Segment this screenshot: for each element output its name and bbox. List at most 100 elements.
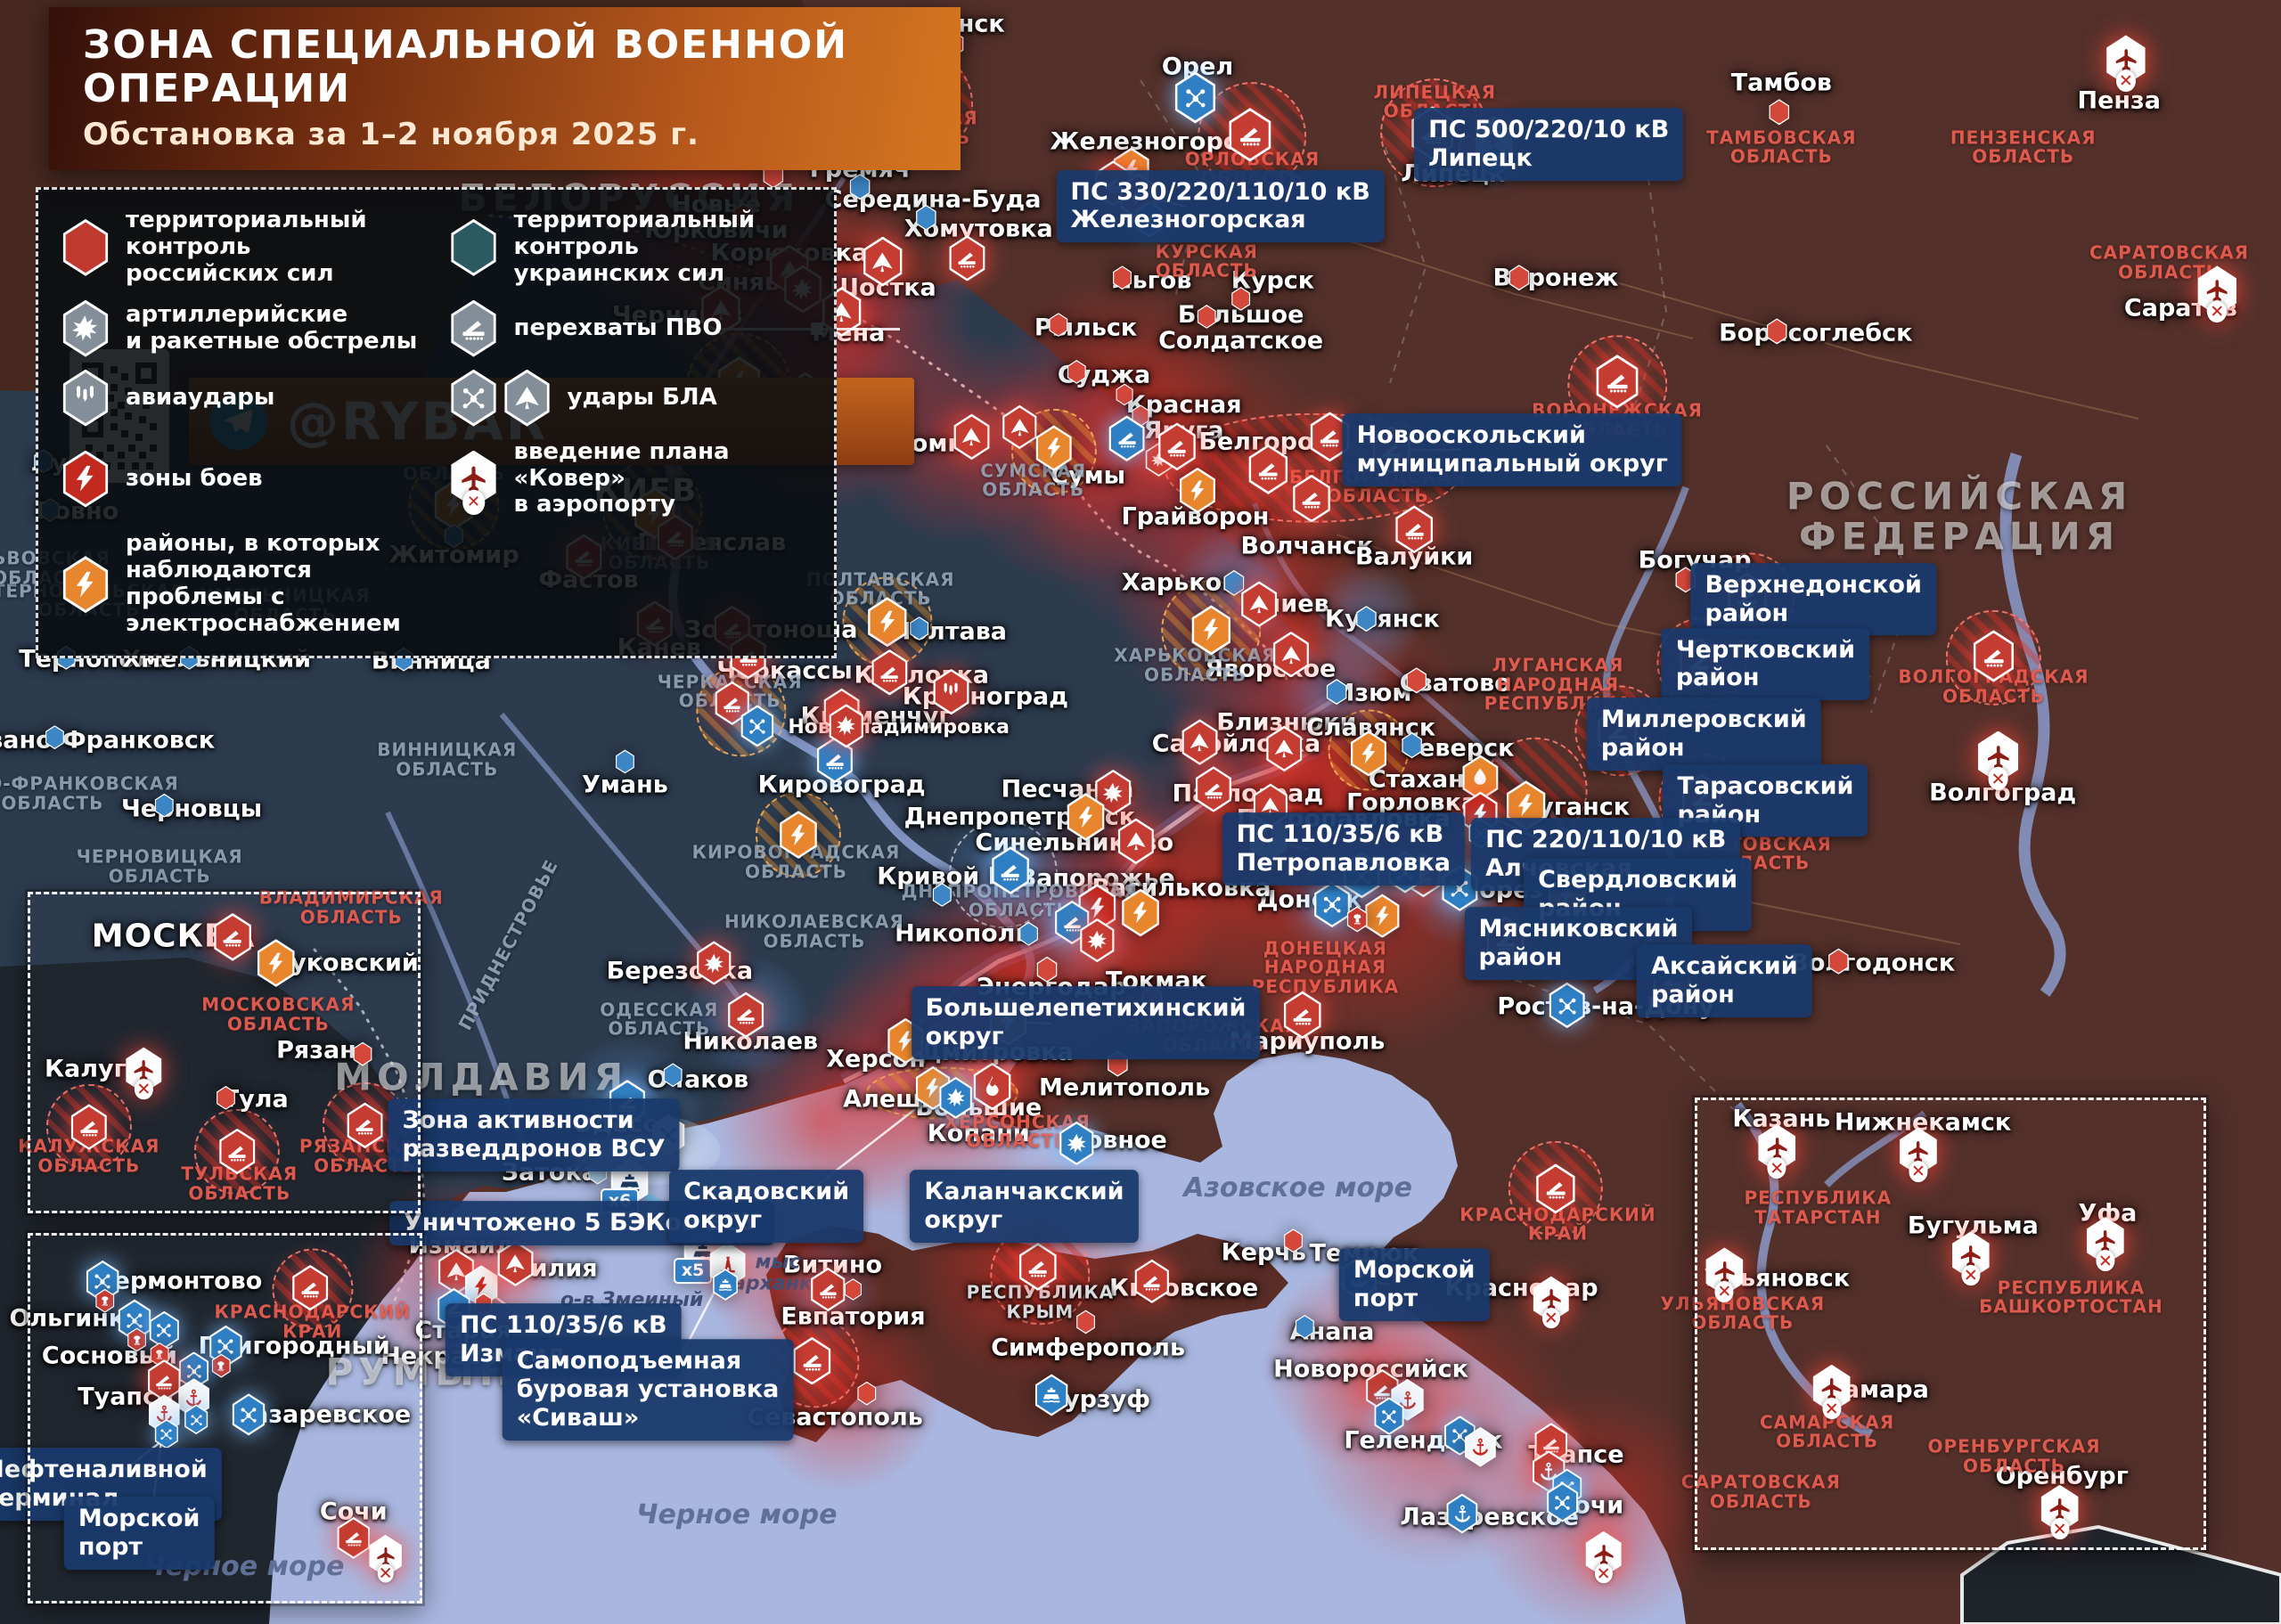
info-callout: Чертковский район <box>1661 627 1870 701</box>
marker-drone-blue <box>739 705 776 747</box>
marker-pin-blue <box>1325 679 1348 706</box>
kovyor-x-badge: ✕ <box>1541 1309 1560 1329</box>
marker-pin-blue <box>848 174 871 200</box>
marker-kovyor: ✕ <box>2195 265 2239 323</box>
callout-line: ПС 110/35/6 кВ <box>1236 820 1444 849</box>
marker-drone-blue <box>1547 982 1588 1029</box>
marker-aa-red <box>1193 766 1234 812</box>
region-label: РЕСПУБЛИКА КРЫМ <box>966 1281 1115 1323</box>
city-label: Оренбург <box>1995 1462 2129 1490</box>
legend-empty-cell <box>448 531 813 638</box>
aa-icon <box>951 237 984 279</box>
info-callout: Новооскольский муниципальный округ <box>1342 413 1682 486</box>
aa-icon <box>1598 357 1636 406</box>
marker-aa-red <box>713 681 752 725</box>
pin-fill <box>617 751 634 772</box>
info-callout: Зона активности разведдронов ВСУ <box>388 1098 680 1172</box>
callout-line: район <box>1651 981 1735 1009</box>
marker-pin-red <box>843 1278 863 1301</box>
marker-expl-blue <box>1057 1121 1096 1166</box>
region-label: ХЕРСОНСКАЯ ОБЛАСТЬ <box>944 1111 1091 1152</box>
region-label: ТУЛЬСКАЯ ОБЛАСТЬ <box>181 1163 298 1204</box>
marker-aa-blue <box>989 846 1032 894</box>
marker-pin-blue <box>909 616 930 641</box>
pin-fill <box>156 795 173 817</box>
marker-aa-red <box>1593 355 1641 409</box>
aa-gray-icon <box>448 299 500 357</box>
callout-line: Железногорская <box>1070 206 1306 234</box>
delta-icon <box>865 239 900 284</box>
info-callout: Морской порт <box>1338 1248 1490 1321</box>
legend-item-label: территориальный контроль украинских сил <box>513 207 756 287</box>
callout-line: Скадовский <box>683 1178 850 1206</box>
hex-teal-icon <box>448 218 500 276</box>
city-label: Волгодонск <box>1790 949 1956 977</box>
callout-line: район <box>1600 733 1685 762</box>
region-label: САРАТОВСКАЯ ОБЛАСТЬ <box>1680 1471 1841 1513</box>
legend-item-label: удары БЛА <box>567 383 717 411</box>
callout-line: Чертковский <box>1675 635 1856 664</box>
city-label: Умань <box>582 770 668 798</box>
marker-aa-red <box>1970 630 2016 682</box>
marker-pin-blue <box>44 725 65 750</box>
marker-pin-red <box>1230 286 1252 311</box>
pin-fill <box>1232 288 1249 310</box>
city-label: Купянск <box>1325 604 1440 632</box>
callout-line: район <box>1675 664 1760 692</box>
pin-fill <box>1116 385 1132 404</box>
legend-item-label: артиллерийские и ракетные обстрелы <box>126 300 418 355</box>
legend-item-label: авиаудары <box>126 383 275 411</box>
region-label: ТАМБОВСКАЯ ОБЛАСТЬ <box>1706 126 1857 167</box>
pin-fill <box>1132 405 1149 426</box>
marker-aa-red <box>1246 444 1290 494</box>
oblast-border-2 <box>1380 133 1427 384</box>
legend-item: территориальный контроль российских сил <box>60 207 425 288</box>
marker-aa-red <box>1290 474 1333 523</box>
region-label: ХАРЬКОВСКАЯ ОБЛАСТЬ <box>1114 644 1277 686</box>
delta-icon <box>1004 407 1035 447</box>
marker-pin-red <box>1115 383 1134 406</box>
callout-line: округ <box>683 1206 763 1235</box>
bombs-gray-icon <box>60 369 111 427</box>
aa-icon <box>873 651 906 693</box>
road-1 <box>1594 275 2139 420</box>
marker-pin-blue <box>1401 732 1424 759</box>
info-callout: Аксайский район <box>1637 944 1812 1017</box>
marker-ship-blue <box>711 1269 740 1301</box>
city-label: Харьков <box>1121 568 1238 597</box>
marker-expl-red <box>694 941 733 985</box>
marker-fire-red <box>971 1062 1014 1111</box>
road-2 <box>1291 222 1694 339</box>
legend-item-label: введение плана «Ковер» в аэропорту <box>513 437 730 518</box>
info-callout: Каланчакский округ <box>910 1170 1139 1244</box>
legend-item: удары БЛА <box>448 369 813 427</box>
water-label: мыс Тарханкут <box>719 1251 837 1295</box>
callout-line: Петропавловка <box>1236 849 1451 877</box>
legend-item-label: зоны боев <box>126 464 263 492</box>
hex-red-icon <box>60 218 111 276</box>
marker-bolt-orange <box>1177 467 1218 514</box>
marker-pin-red <box>1075 1310 1097 1334</box>
callout-line: Зона активности <box>402 1106 634 1135</box>
region-label: ОРЕНБУРГСКАЯ ОБЛАСТЬ <box>1927 1435 2101 1477</box>
marker-aa-red <box>869 649 910 696</box>
marker-pin-blue <box>931 883 952 907</box>
marker-drone-red <box>861 236 905 287</box>
marker-kovyor: ✕ <box>1975 730 2022 790</box>
marker-aa-red <box>1281 991 1324 1040</box>
callout-line: Новооскольский <box>1356 421 1586 450</box>
legend-item-label: районы, в которых наблюдаются проблемы с… <box>126 530 401 638</box>
city-label: Симферополь <box>991 1334 1186 1362</box>
marker-pin-blue <box>914 204 937 231</box>
info-callout: Миллеровский район <box>1586 698 1821 771</box>
kovyor-x-badge: ✕ <box>2115 69 2136 93</box>
callout-line: ПС 330/220/110/10 кВ <box>1070 177 1370 206</box>
marker-drone-red <box>1271 631 1312 678</box>
callout-line: «Сиваш» <box>516 1404 640 1432</box>
callout-line: Липецк <box>1428 144 1533 173</box>
marker-pin-red <box>1112 265 1133 290</box>
marker-pin-blue <box>614 749 635 774</box>
marker-expl-blue <box>937 1076 975 1119</box>
region-label: МОСКОВСКАЯ ОБЛАСТЬ <box>201 993 356 1035</box>
marker-bolt-orange <box>777 811 820 859</box>
